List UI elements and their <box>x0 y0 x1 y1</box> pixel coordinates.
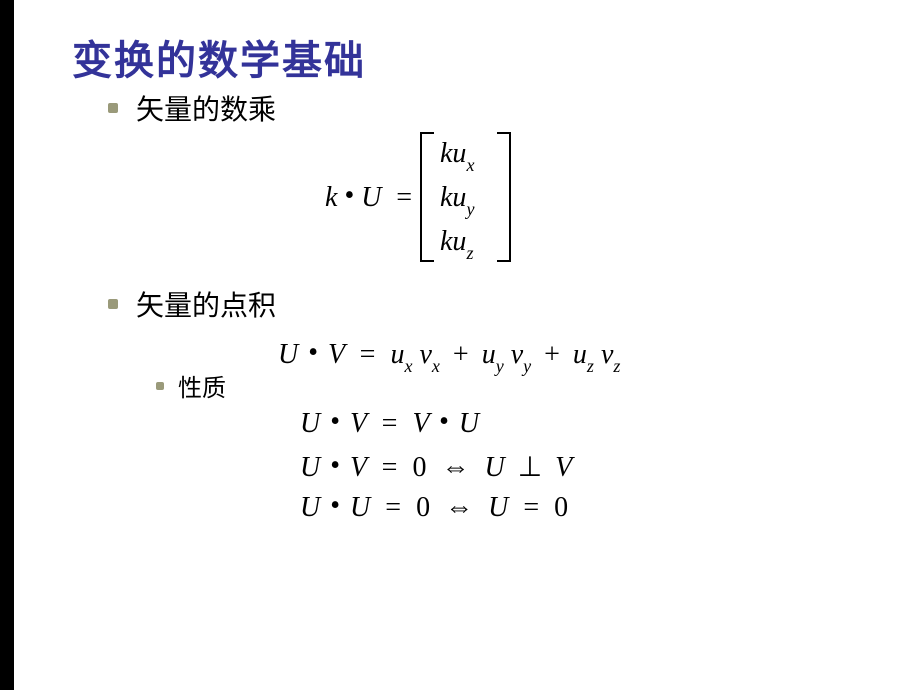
dot-op: • <box>344 180 354 211</box>
bullet-dot-product: 矢量的点积 <box>108 284 276 324</box>
bullet-dot-icon <box>108 103 118 113</box>
matrix-row-2: kuz <box>440 226 473 262</box>
matrix-row-1: kuy <box>440 182 474 218</box>
bullet-text: 矢量的数乘 <box>136 88 276 128</box>
var-k: k <box>325 182 337 213</box>
property-zero: U • U = 0 ⇔ U = 0 <box>300 492 568 524</box>
scalar-mult-formula: k • U = kux kuy kuz <box>325 130 625 270</box>
equals: = <box>394 182 413 213</box>
lhs: k • U = <box>325 182 413 214</box>
bullet-properties: 性质 <box>156 368 226 403</box>
bullet-scalar-mult: 矢量的数乘 <box>108 88 276 128</box>
var-U: U <box>361 182 381 213</box>
bullet-dot-icon <box>108 299 118 309</box>
page-title: 变换的数学基础 <box>72 28 366 86</box>
left-sidebar <box>0 0 14 690</box>
bullet-dot-icon <box>156 382 164 390</box>
bullet-text: 性质 <box>178 368 226 403</box>
dot-product-formula: U • V = ux vx + uy vy + uz vz <box>278 339 620 375</box>
bullet-text: 矢量的点积 <box>136 284 276 324</box>
bracket-right <box>497 132 511 262</box>
property-commutative: U • V = V • U <box>300 408 479 440</box>
property-orthogonal: U • V = 0 ⇔ U ⊥ V <box>300 450 572 484</box>
matrix-row-0: kux <box>440 138 474 174</box>
bracket-left <box>420 132 434 262</box>
